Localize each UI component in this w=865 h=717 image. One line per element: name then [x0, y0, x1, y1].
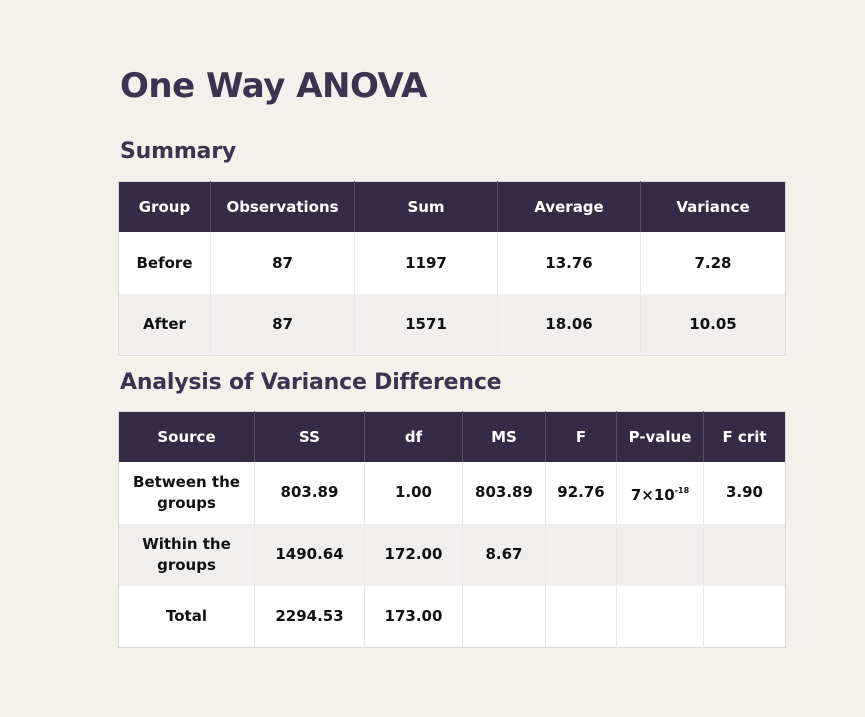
anova-table: Source SS df MS F P-value F crit Between…: [118, 411, 786, 648]
table-cell: 172.00: [364, 523, 463, 586]
column-header: df: [364, 411, 463, 462]
table-cell: Between the groups: [118, 461, 255, 524]
table-cell: [545, 585, 617, 648]
table-cell: Before: [118, 231, 211, 294]
table-cell: 173.00: [364, 585, 463, 648]
page-title: One Way ANOVA: [120, 66, 427, 106]
table-row: After 87 1571 18.06 10.05: [118, 293, 786, 356]
table-cell: 3.90: [703, 461, 786, 524]
table-cell: 87: [210, 293, 355, 356]
table-cell: 1197: [354, 231, 498, 294]
column-header: F crit: [703, 411, 786, 462]
table-cell: [462, 585, 546, 648]
table-cell: [703, 523, 786, 586]
column-header: Group: [118, 181, 211, 232]
column-header: P-value: [616, 411, 704, 462]
table-cell: [703, 585, 786, 648]
column-header: F: [545, 411, 617, 462]
summary-heading: Summary: [120, 139, 236, 164]
column-header: Observations: [210, 181, 355, 232]
column-header: SS: [254, 411, 365, 462]
p-value-cell: 7×10-18: [616, 461, 704, 524]
column-header: Average: [497, 181, 641, 232]
p-value-mantissa: 7×10: [630, 485, 675, 504]
table-row: Within the groups 1490.64 172.00 8.67: [118, 523, 786, 586]
table-cell: 2294.53: [254, 585, 365, 648]
table-row: Total 2294.53 173.00: [118, 585, 786, 648]
table-cell: 803.89: [254, 461, 365, 524]
summary-header-row: Group Observations Sum Average Variance: [118, 181, 786, 232]
table-cell: 18.06: [497, 293, 641, 356]
table-cell: 1.00: [364, 461, 463, 524]
anova-heading: Analysis of Variance Difference: [120, 370, 502, 395]
table-cell: 8.67: [462, 523, 546, 586]
table-cell: 7.28: [640, 231, 786, 294]
column-header: MS: [462, 411, 546, 462]
table-cell: After: [118, 293, 211, 356]
column-header: Source: [118, 411, 255, 462]
table-cell: Total: [118, 585, 255, 648]
p-value-exponent: -18: [674, 485, 690, 495]
table-cell: 87: [210, 231, 355, 294]
anova-header-row: Source SS df MS F P-value F crit: [118, 411, 786, 462]
table-cell: [545, 523, 617, 586]
table-cell: 1571: [354, 293, 498, 356]
table-cell: 1490.64: [254, 523, 365, 586]
table-row: Between the groups 803.89 1.00 803.89 92…: [118, 461, 786, 524]
table-cell: [616, 523, 704, 586]
table-cell: 13.76: [497, 231, 641, 294]
table-cell: 92.76: [545, 461, 617, 524]
table-cell: 10.05: [640, 293, 786, 356]
table-cell: Within the groups: [118, 523, 255, 586]
summary-table: Group Observations Sum Average Variance …: [118, 181, 786, 356]
column-header: Sum: [354, 181, 498, 232]
table-row: Before 87 1197 13.76 7.28: [118, 231, 786, 294]
table-cell: 803.89: [462, 461, 546, 524]
column-header: Variance: [640, 181, 786, 232]
table-cell: [616, 585, 704, 648]
